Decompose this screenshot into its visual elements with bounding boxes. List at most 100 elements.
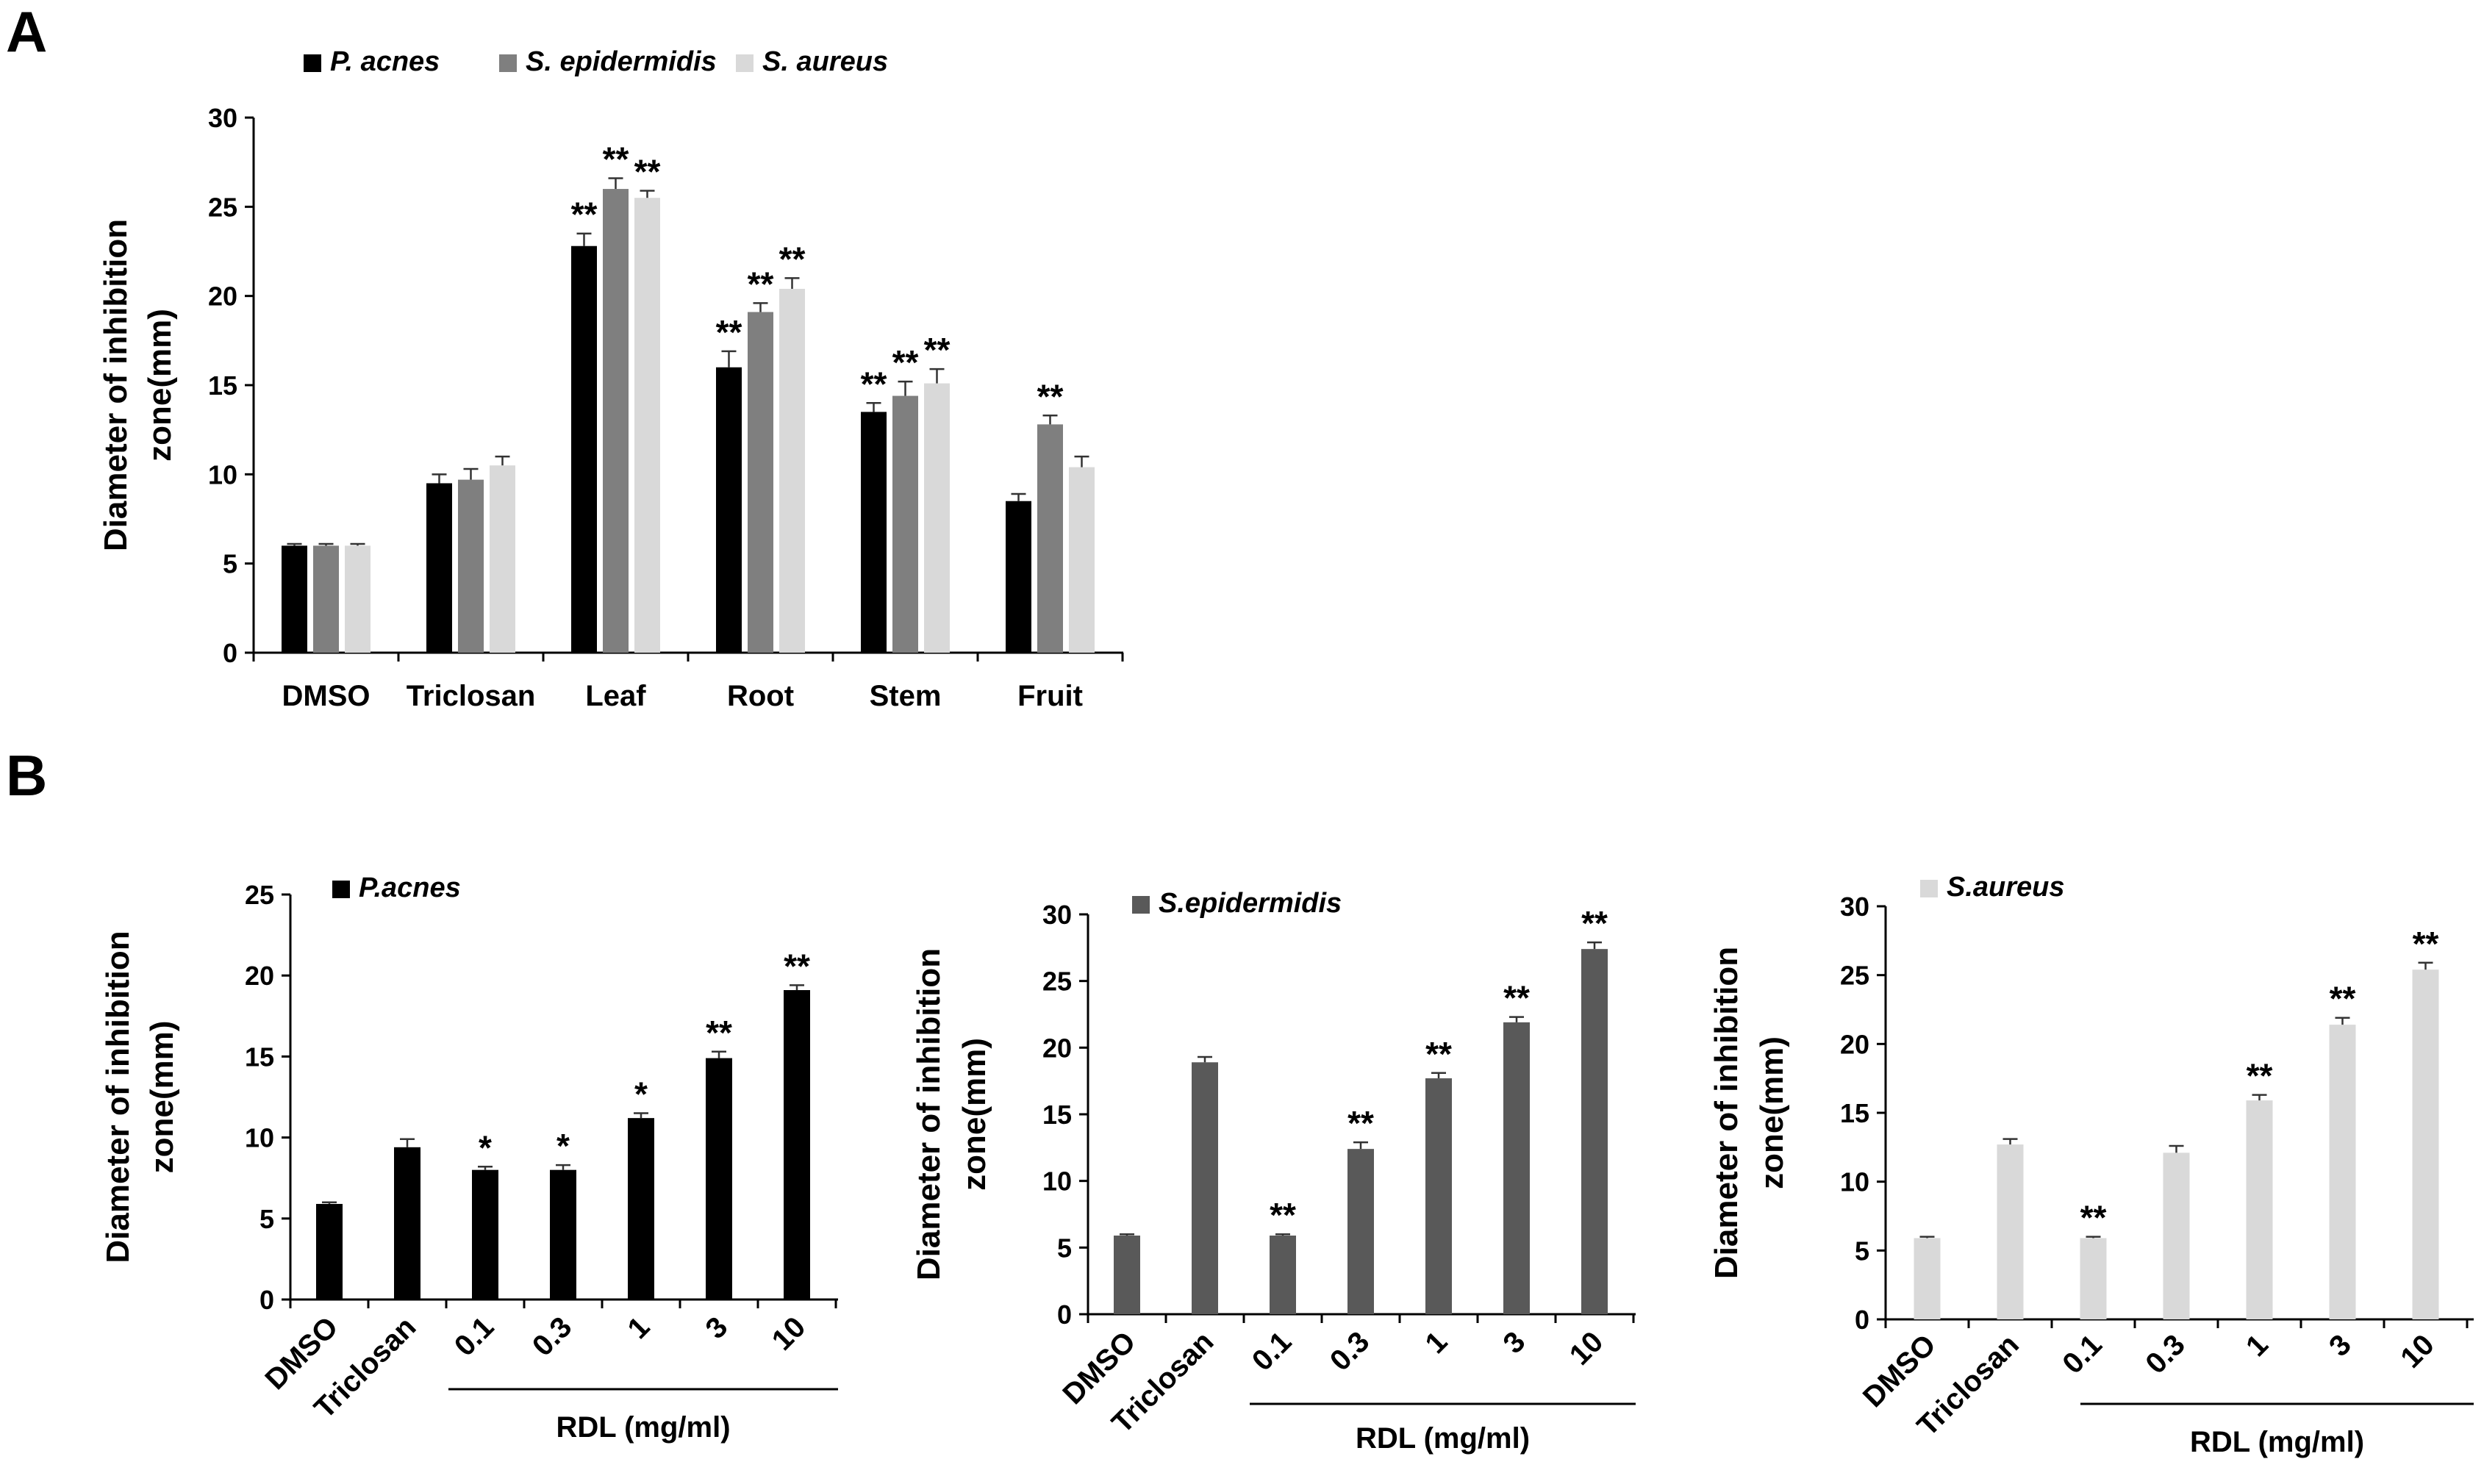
x-tick-label: 10 <box>2394 1328 2441 1374</box>
bar-s-aureus-leaf <box>634 198 660 653</box>
significance-marker: ** <box>1425 1035 1452 1073</box>
bar-s-epidermidis-dmso <box>1114 1236 1140 1314</box>
bar-s-aureus-0-3 <box>2163 1153 2190 1319</box>
y-axis-label-line2: zone(mm) <box>1754 1036 1790 1189</box>
bar-s-aureus-10 <box>2412 969 2439 1319</box>
rdl-group-label: RDL (mg/ml) <box>556 1411 730 1444</box>
x-tick-label: Root <box>727 680 794 712</box>
bar-p-acnes-dmso <box>316 1203 343 1300</box>
x-tick-label: 1 <box>622 1311 656 1345</box>
y-tick-label: 30 <box>208 103 237 133</box>
y-tick-label: 20 <box>1042 1033 1072 1063</box>
bar-p-acnes-triclosan <box>394 1147 420 1300</box>
y-tick-label: 10 <box>208 459 237 490</box>
significance-marker: ** <box>748 265 774 303</box>
bar-s-aureus-dmso <box>345 545 371 653</box>
x-tick-label: 0.3 <box>2139 1328 2191 1380</box>
bar-s-aureus-triclosan <box>1997 1144 2024 1319</box>
significance-marker: ** <box>861 365 887 403</box>
bar-p-acnes-leaf <box>571 245 597 653</box>
bar-s-aureus-0-1 <box>2080 1238 2107 1319</box>
bar-s-epidermidis-dmso <box>313 545 339 653</box>
y-axis-label-line1: Diameter of inhibition <box>911 948 947 1280</box>
legend-swatch-s-aureus <box>1920 880 1938 897</box>
bar-s-epidermidis-root <box>748 312 773 653</box>
bar-p-acnes-fruit <box>1006 501 1031 653</box>
legend-swatch-s-epidermidis <box>499 54 517 72</box>
bar-p-acnes-dmso <box>282 545 307 653</box>
legend-label-p-acnes: P. acnes <box>330 46 440 77</box>
bar-s-aureus-dmso <box>1914 1238 1941 1319</box>
significance-marker: ** <box>1347 1104 1374 1142</box>
bar-p-acnes-stem <box>861 412 887 653</box>
significance-marker: ** <box>603 140 629 179</box>
y-tick-label: 0 <box>260 1285 274 1315</box>
significance-marker: ** <box>2080 1199 2107 1237</box>
significance-marker: ** <box>2413 925 2439 963</box>
y-axis-label-line1: Diameter of inhibition <box>100 931 136 1263</box>
legend-swatch-s-epidermidis <box>1132 896 1150 914</box>
bar-p-acnes-1 <box>628 1118 654 1300</box>
bar-s-epidermidis-fruit <box>1037 424 1063 653</box>
y-tick-label: 5 <box>1855 1236 1869 1266</box>
significance-marker: ** <box>634 152 661 190</box>
legend-label-s-epidermidis: S.epidermidis <box>1159 888 1342 919</box>
x-tick-label: 0.3 <box>526 1311 578 1362</box>
rdl-group-label: RDL (mg/ml) <box>2190 1426 2364 1458</box>
y-tick-label: 0 <box>1855 1305 1869 1335</box>
significance-marker: ** <box>571 196 598 234</box>
legend-label-p-acnes: P.acnes <box>359 872 461 903</box>
x-tick-label: Stem <box>870 680 942 712</box>
y-axis-label-line1: Diameter of inhibition <box>1708 947 1744 1279</box>
y-axis-label-line2: zone(mm) <box>142 309 178 462</box>
y-tick-label: 25 <box>245 880 274 910</box>
y-tick-label: 15 <box>1840 1098 1869 1128</box>
significance-marker: * <box>479 1128 492 1166</box>
panel-label-b: B <box>6 743 47 808</box>
x-tick-label: 3 <box>1497 1325 1532 1360</box>
bar-p-acnes-triclosan <box>426 483 452 653</box>
bar-s-epidermidis-leaf <box>603 189 629 653</box>
y-axis-label-line2: zone(mm) <box>956 1038 992 1191</box>
x-tick-label: 0.3 <box>1324 1325 1375 1377</box>
y-tick-label: 20 <box>1840 1029 1869 1059</box>
x-tick-label: 0.1 <box>2056 1328 2108 1380</box>
significance-marker: ** <box>1503 979 1530 1017</box>
legend-label-s-epidermidis: S. epidermidis <box>526 46 717 77</box>
x-tick-label: 0.1 <box>448 1311 500 1362</box>
bar-s-epidermidis-10 <box>1581 949 1608 1314</box>
significance-marker: ** <box>1270 1196 1296 1234</box>
y-tick-label: 0 <box>223 638 237 668</box>
significance-marker: * <box>634 1075 648 1114</box>
bar-s-epidermidis-0-3 <box>1347 1149 1374 1314</box>
x-tick-label: 10 <box>1564 1325 1610 1372</box>
significance-marker: ** <box>892 343 919 381</box>
x-tick-label: 3 <box>2323 1328 2358 1363</box>
bar-s-aureus-fruit <box>1069 467 1095 653</box>
y-axis-label-line1: Diameter of inhibition <box>98 219 134 551</box>
y-tick-label: 15 <box>245 1042 274 1072</box>
bar-s-epidermidis-1 <box>1425 1078 1452 1314</box>
y-tick-label: 30 <box>1840 892 1869 922</box>
x-tick-label: 1 <box>1420 1325 1454 1360</box>
legend-label-s-aureus: S.aureus <box>1947 872 2065 903</box>
x-tick-label: 10 <box>766 1311 812 1357</box>
significance-marker: ** <box>716 313 742 351</box>
bar-s-epidermidis-triclosan <box>458 479 484 653</box>
bar-s-aureus-root <box>779 288 805 653</box>
y-tick-label: 10 <box>1042 1166 1072 1197</box>
bar-p-acnes-root <box>716 367 742 653</box>
y-tick-label: 15 <box>208 370 237 401</box>
y-tick-label: 25 <box>1840 961 1869 991</box>
significance-marker: ** <box>706 1014 732 1052</box>
bar-s-epidermidis-stem <box>892 395 918 653</box>
chart-a: 0 5 10 15 20 25 30 DMSO Triclosan Leaf Root Stem Fru… <box>98 46 1124 712</box>
y-tick-label: 25 <box>1042 967 1072 997</box>
y-tick-label: 10 <box>245 1123 274 1153</box>
rdl-group-label: RDL (mg/ml) <box>1356 1422 1530 1455</box>
legend-swatch-p-acnes <box>304 54 321 72</box>
